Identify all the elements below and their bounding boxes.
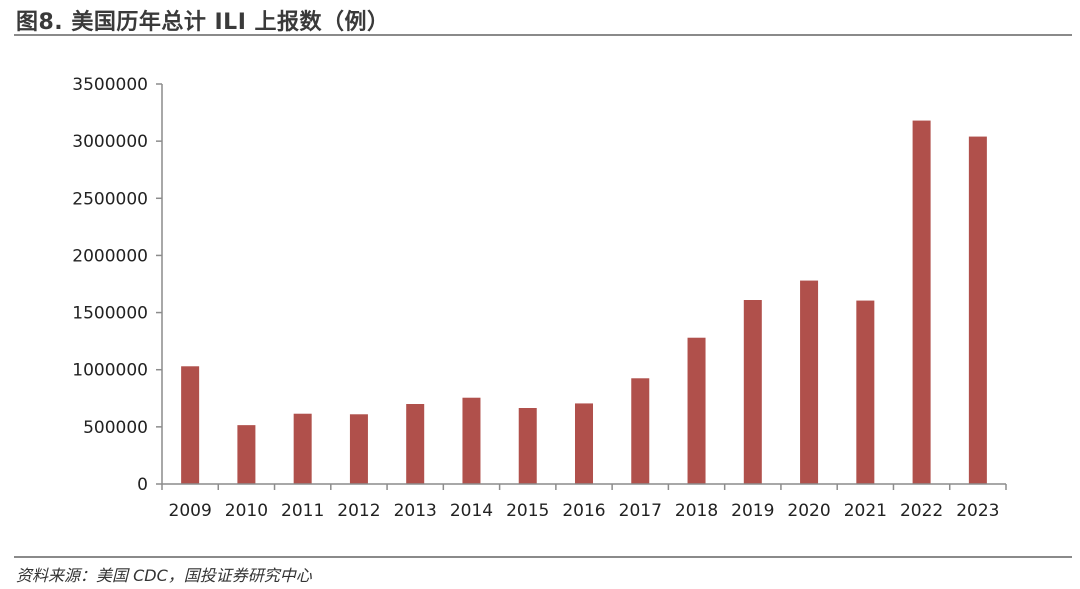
bar-2010 [237, 425, 256, 484]
bar-2023 [968, 136, 987, 485]
footer-divider [14, 556, 1072, 558]
x-tick-label: 2012 [337, 501, 380, 521]
chart-title: 图8. 美国历年总计 ILI 上报数（例） [16, 10, 390, 35]
x-tick-label: 2011 [281, 501, 324, 521]
y-tick-label: 3000000 [72, 132, 148, 152]
bars [181, 120, 987, 485]
y-tick-label: 500000 [83, 418, 148, 438]
x-tick-label: 2015 [506, 501, 549, 521]
y-tick-label: 2000000 [72, 246, 148, 266]
y-tick-label: 1000000 [72, 361, 148, 381]
x-tick-label: 2017 [619, 501, 662, 521]
title-divider [14, 34, 1072, 36]
x-tick-label: 2019 [731, 501, 774, 521]
bar-2009 [181, 366, 200, 484]
bar-2020 [800, 280, 819, 484]
x-tick-label: 2021 [844, 501, 887, 521]
x-tick-label: 2020 [787, 501, 830, 521]
x-tick-label: 2022 [900, 501, 943, 521]
x-tick-label: 2018 [675, 501, 718, 521]
bar-2012 [349, 414, 368, 484]
bar-2021 [856, 300, 875, 484]
x-tick-label: 2009 [169, 501, 212, 521]
y-tick-label: 1500000 [72, 304, 148, 324]
x-tick-label: 2023 [956, 501, 999, 521]
x-tick-label: 2016 [562, 501, 605, 521]
bar-2018 [687, 337, 706, 484]
bar-2019 [743, 300, 762, 484]
bar-2017 [631, 378, 650, 484]
bar-2011 [293, 413, 312, 484]
x-axis: 2009 2010 2011 2012 2013 2014 2015 2016 2017 2018… [161, 483, 1007, 521]
source-note: 资料来源：美国 CDC，国投证券研究中心 [16, 566, 312, 585]
y-axis: 0 500000 1000000 1500000 2000000 2500000 30000… [72, 75, 163, 495]
bar-2014 [462, 397, 481, 484]
x-tick-label: 2013 [394, 501, 437, 521]
x-tick-label: 2010 [225, 501, 268, 521]
bar-2016 [574, 403, 594, 484]
bar-2013 [406, 404, 425, 484]
bar-2022 [912, 120, 931, 485]
bar-2015 [518, 408, 537, 484]
y-tick-label: 2500000 [72, 189, 148, 209]
x-tick-label: 2014 [450, 501, 493, 521]
y-tick-label: 3500000 [72, 75, 148, 95]
y-tick-label: 0 [137, 475, 148, 495]
